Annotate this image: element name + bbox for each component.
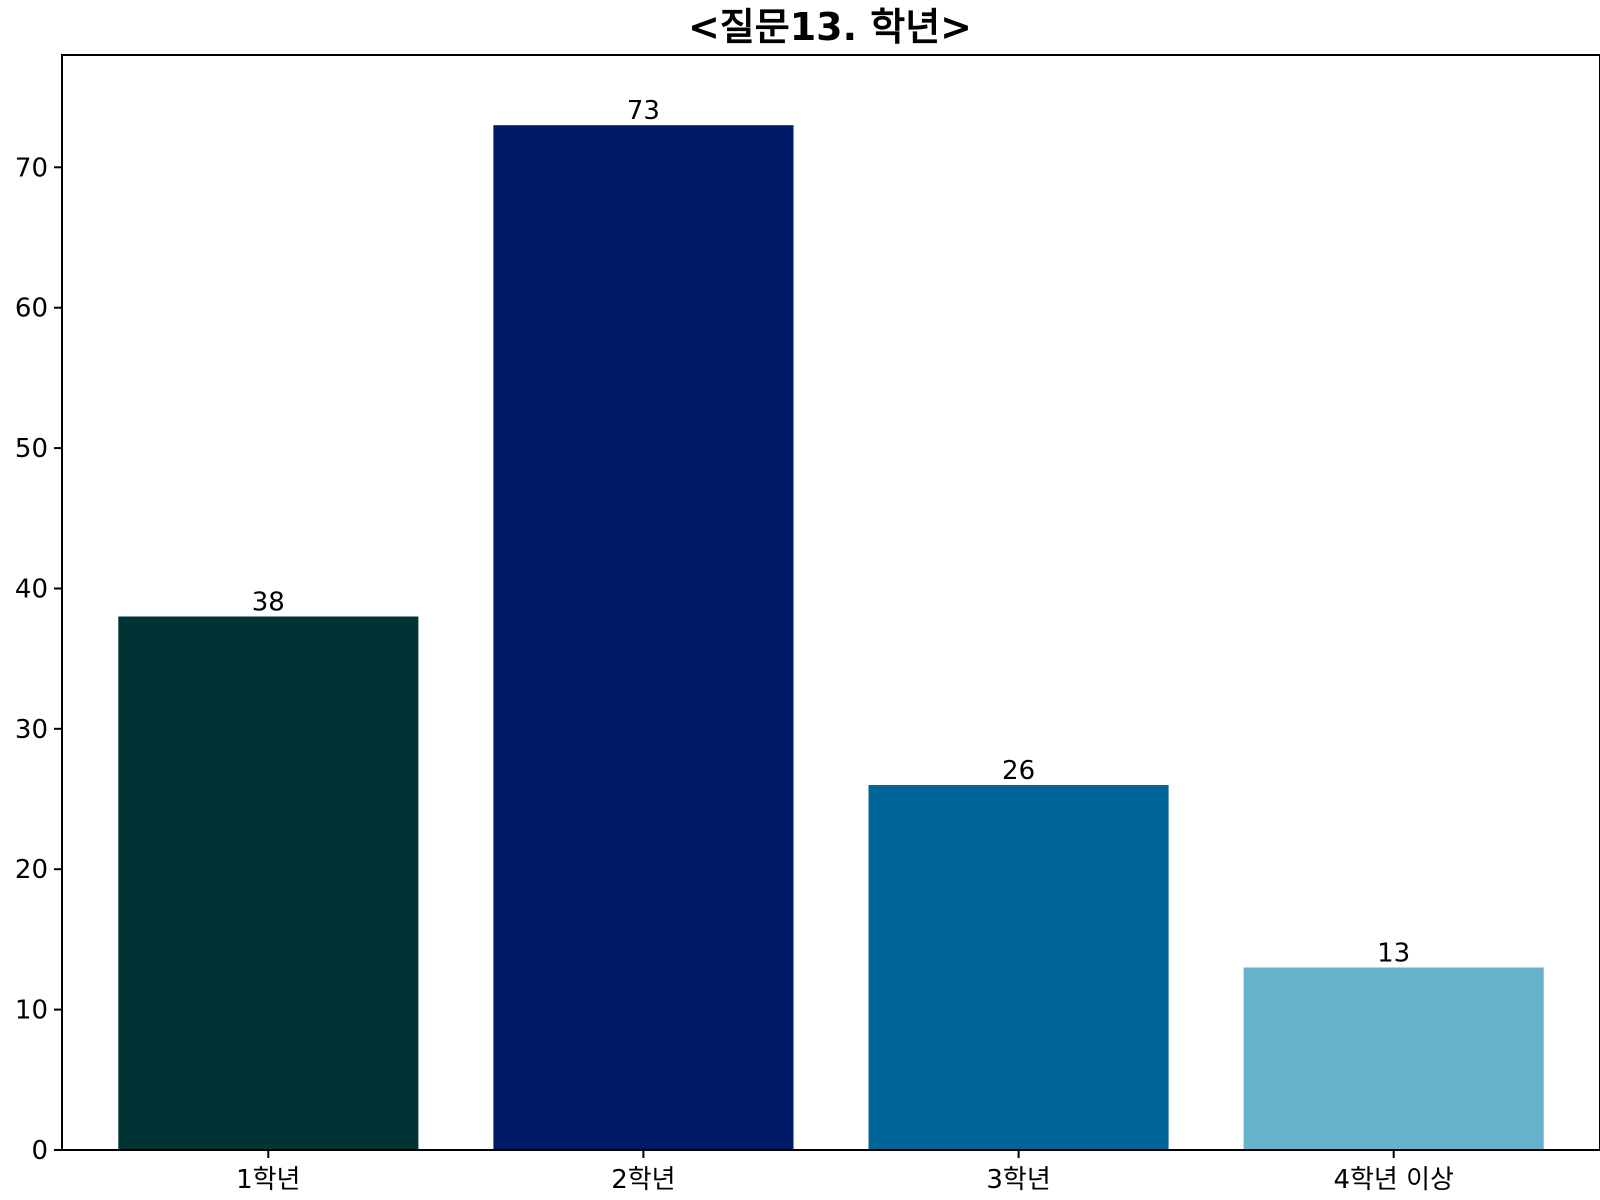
bar-2 bbox=[493, 125, 794, 1151]
plot-frame bbox=[61, 54, 1600, 1151]
y-tick-label-10: 10 bbox=[15, 996, 48, 1026]
y-tick-label-40: 40 bbox=[15, 575, 48, 605]
y-tick-label-20: 20 bbox=[15, 855, 48, 885]
y-axis: 0 10 20 30 40 50 60 70 bbox=[15, 153, 62, 1166]
data-label-4: 13 bbox=[1377, 939, 1410, 969]
x-tick-label-4: 4학년 이상 bbox=[1333, 1165, 1454, 1195]
y-tick-label-30: 30 bbox=[15, 715, 48, 745]
chart-title: <질문13. 학년> bbox=[688, 5, 972, 49]
y-tick-label-60: 60 bbox=[15, 294, 48, 324]
y-tick-label-70: 70 bbox=[15, 153, 48, 183]
x-tick-label-2: 2학년 bbox=[611, 1165, 675, 1195]
x-tick-label-3: 3학년 bbox=[986, 1165, 1050, 1195]
y-tick-label-0: 0 bbox=[31, 1136, 48, 1166]
x-axis: 1학년 2학년 3학년 4학년 이상 bbox=[236, 1150, 1454, 1195]
bar-4 bbox=[1243, 967, 1544, 1150]
data-label-2: 73 bbox=[627, 96, 660, 126]
bar-3 bbox=[868, 785, 1169, 1150]
x-tick-label-1: 1학년 bbox=[236, 1165, 300, 1195]
y-tick-label-50: 50 bbox=[15, 434, 48, 464]
bar-1 bbox=[118, 616, 419, 1150]
data-label-3: 26 bbox=[1002, 756, 1035, 786]
bars-layer bbox=[118, 125, 1544, 1151]
data-labels-layer: 38 73 26 13 bbox=[252, 96, 1410, 968]
data-label-1: 38 bbox=[252, 588, 285, 618]
